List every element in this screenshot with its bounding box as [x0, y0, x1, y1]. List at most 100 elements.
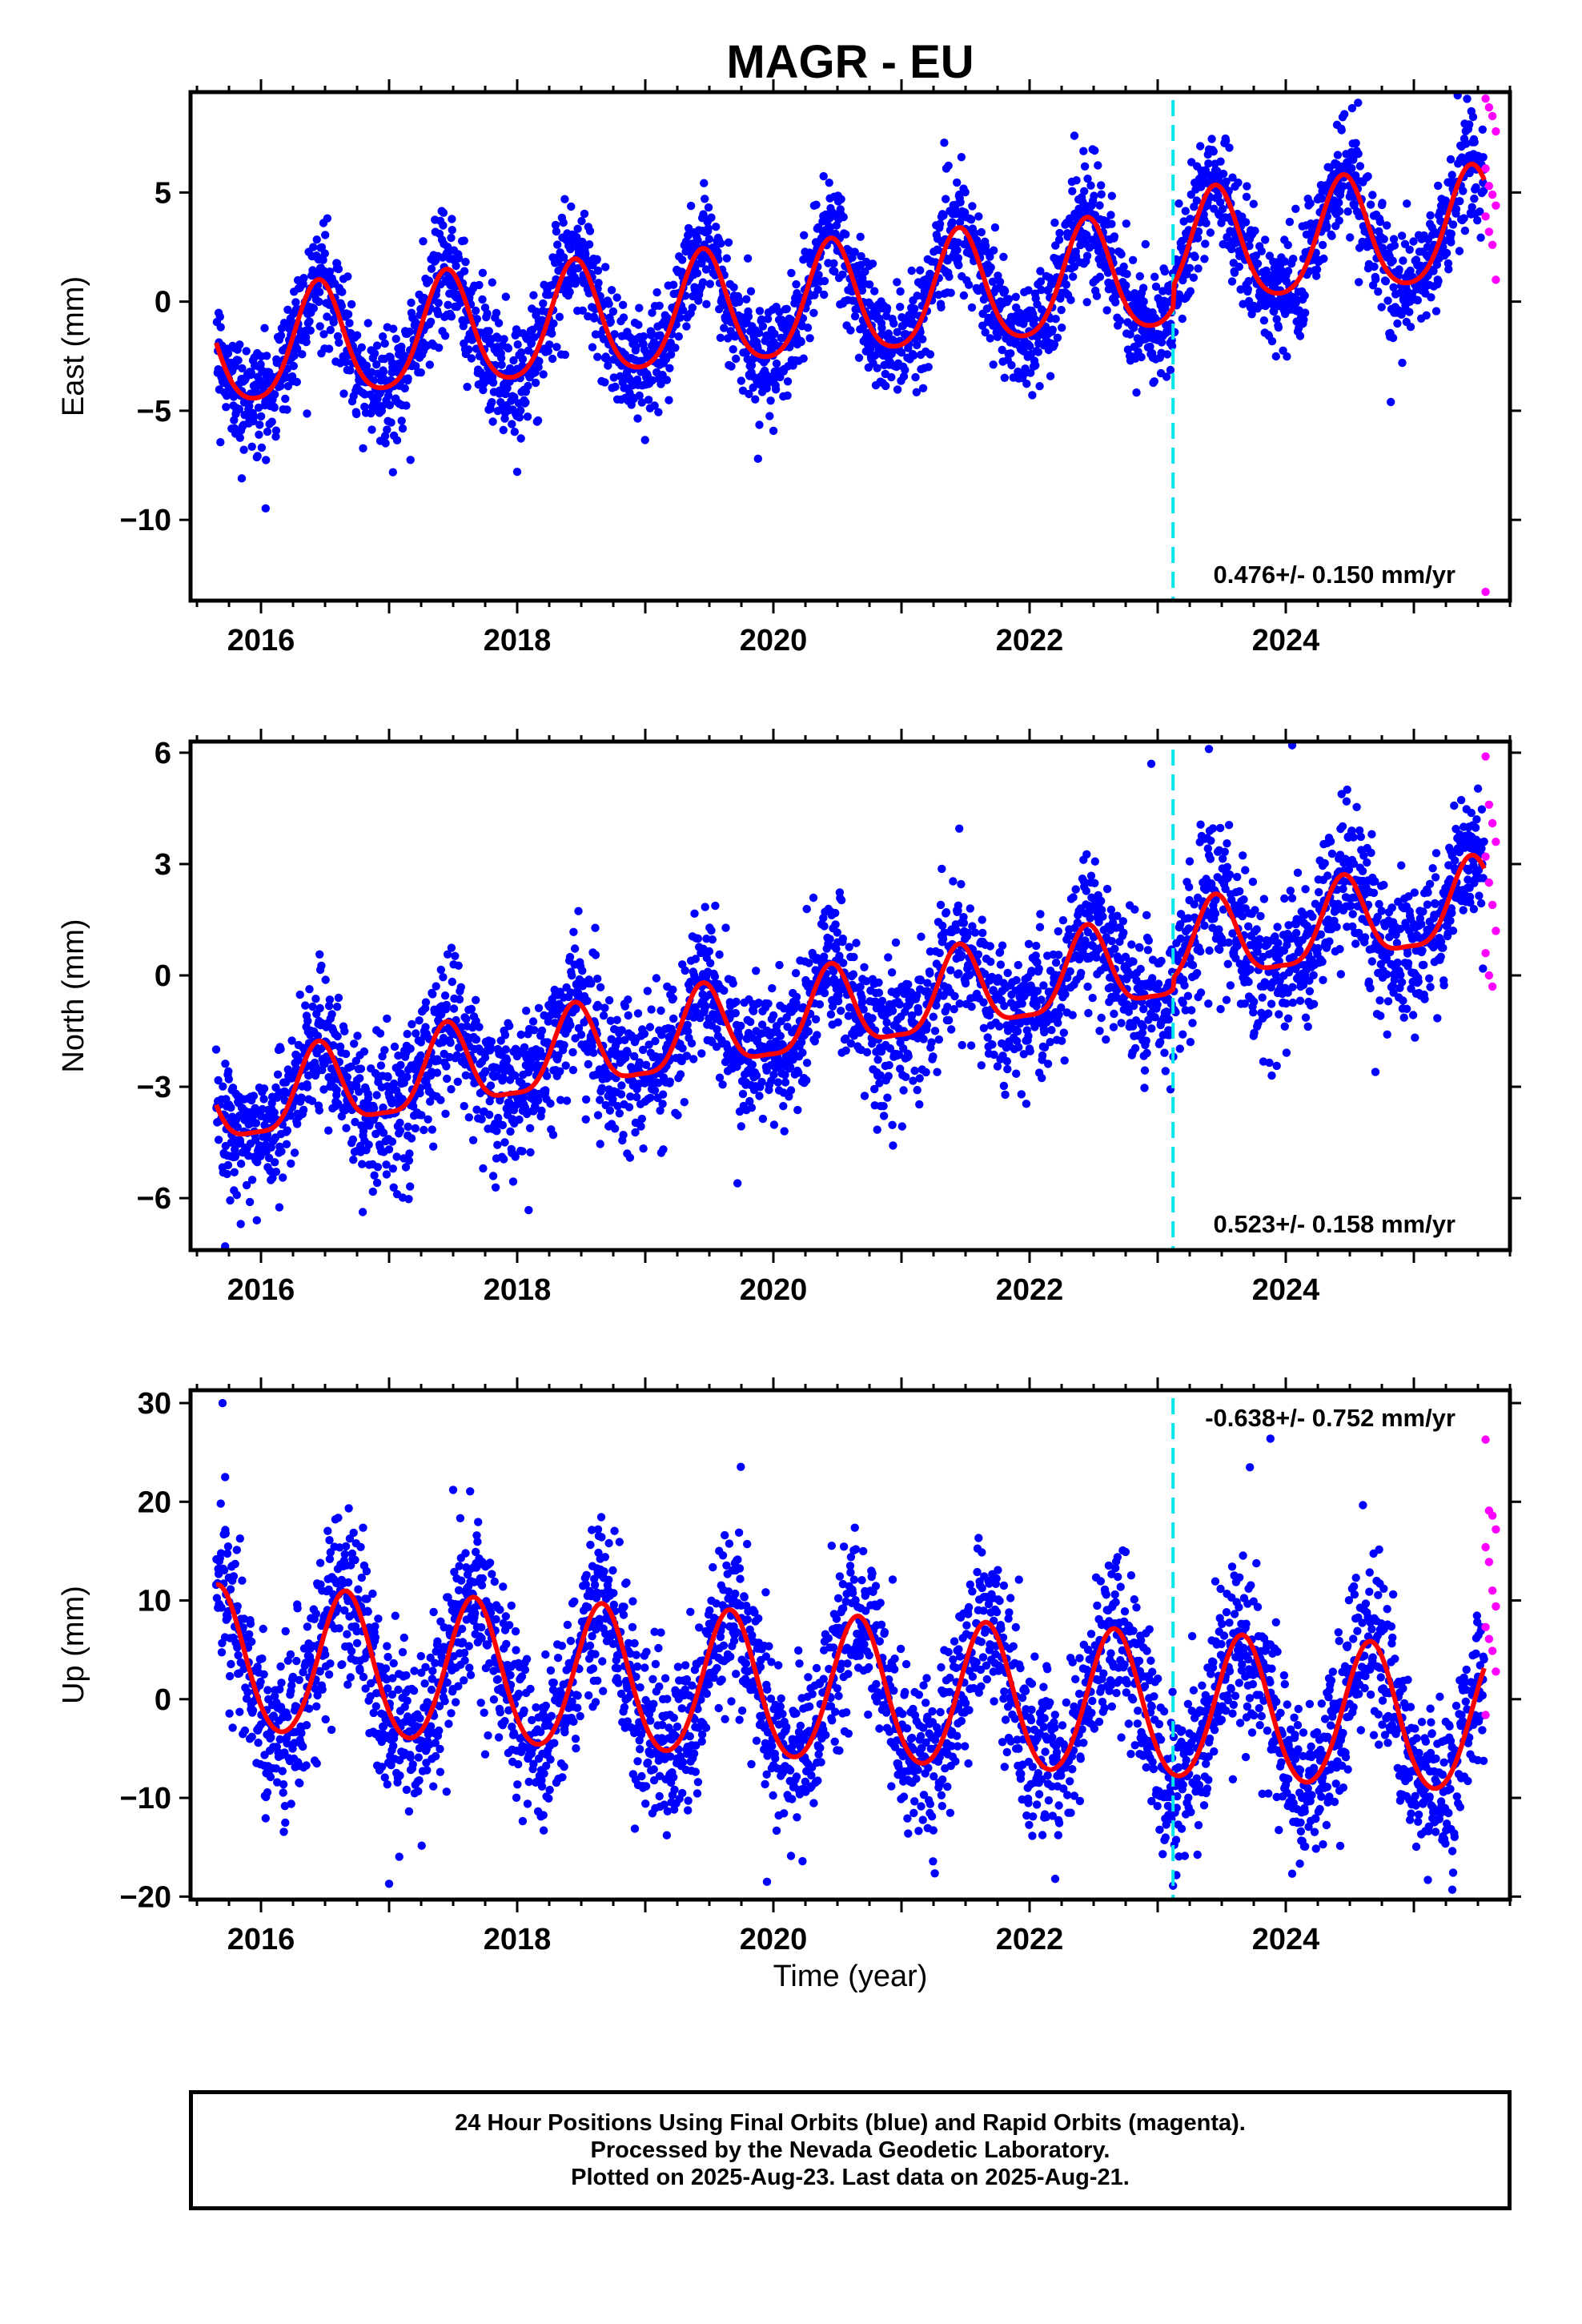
- daily-position-point: [1209, 147, 1219, 156]
- daily-position-point: [271, 432, 280, 441]
- daily-position-point: [355, 1088, 363, 1096]
- daily-position-point: [966, 215, 976, 224]
- daily-position-point: [680, 1098, 689, 1107]
- daily-position-point: [539, 299, 548, 308]
- daily-position-point: [589, 1048, 598, 1057]
- daily-position-point: [797, 337, 805, 347]
- daily-position-point: [1186, 287, 1195, 296]
- daily-position-point: [841, 230, 850, 239]
- daily-position-point: [264, 1153, 274, 1163]
- daily-position-point: [578, 967, 587, 975]
- daily-position-point: [342, 1124, 351, 1132]
- daily-position-point: [607, 1035, 616, 1043]
- daily-position-point: [573, 263, 583, 273]
- daily-position-point: [591, 951, 600, 959]
- daily-position-point: [329, 318, 338, 327]
- daily-position-point: [262, 352, 271, 360]
- daily-position-point: [1193, 234, 1203, 243]
- daily-position-point: [315, 322, 324, 331]
- daily-position-point: [782, 1013, 791, 1022]
- daily-position-point: [600, 1003, 609, 1012]
- rapid-position-point: [1488, 111, 1497, 121]
- daily-position-point: [379, 1128, 388, 1137]
- daily-position-point: [803, 324, 813, 332]
- daily-position-point: [324, 1001, 334, 1011]
- daily-position-point: [454, 961, 463, 971]
- x-tick-label: 2020: [740, 624, 808, 657]
- daily-position-point: [1062, 280, 1071, 289]
- daily-position-point: [698, 278, 708, 287]
- daily-position-point: [355, 1074, 364, 1083]
- daily-position-point: [956, 198, 965, 207]
- daily-position-point: [1194, 227, 1203, 236]
- daily-position-point: [381, 439, 390, 448]
- daily-position-point: [479, 1164, 488, 1173]
- daily-position-point: [651, 1036, 660, 1046]
- daily-position-point: [1470, 138, 1479, 147]
- daily-position-point: [707, 926, 716, 935]
- daily-position-point: [663, 313, 672, 322]
- daily-position-point: [990, 246, 998, 255]
- daily-position-point: [1395, 288, 1405, 297]
- daily-position-point: [286, 1112, 295, 1120]
- daily-position-point: [602, 354, 611, 364]
- daily-position-point: [373, 1163, 383, 1172]
- daily-position-point: [636, 1122, 645, 1131]
- daily-position-point: [432, 982, 440, 991]
- daily-position-point: [548, 354, 557, 364]
- x-tick-label: 2022: [996, 624, 1064, 657]
- daily-position-point: [1083, 175, 1092, 183]
- daily-position-point: [416, 1038, 425, 1047]
- daily-position-point: [613, 1102, 622, 1111]
- daily-position-point: [515, 1115, 524, 1124]
- daily-position-point: [844, 1011, 853, 1020]
- daily-position-point: [404, 1122, 412, 1132]
- daily-position-point: [590, 314, 599, 323]
- daily-position-point: [819, 290, 829, 300]
- daily-position-point: [478, 268, 488, 277]
- daily-position-point: [560, 350, 570, 360]
- daily-position-point: [697, 257, 706, 266]
- daily-position-point: [1082, 251, 1092, 260]
- daily-position-point: [1117, 250, 1126, 259]
- daily-position-point: [1257, 247, 1267, 255]
- daily-position-point: [1194, 264, 1203, 273]
- daily-position-point: [916, 266, 925, 275]
- daily-position-point: [1473, 216, 1482, 225]
- daily-position-point: [593, 1111, 603, 1120]
- daily-position-point: [315, 287, 324, 296]
- daily-position-point: [1383, 296, 1392, 305]
- daily-position-point: [961, 187, 970, 197]
- daily-position-point: [214, 1136, 223, 1144]
- daily-position-point: [309, 243, 318, 251]
- daily-position-point: [1267, 293, 1275, 303]
- daily-position-point: [729, 345, 737, 354]
- daily-position-point: [338, 287, 347, 296]
- daily-position-point: [825, 935, 834, 943]
- daily-position-point: [820, 988, 829, 998]
- daily-position-point: [311, 995, 320, 1003]
- daily-position-point: [1271, 352, 1281, 361]
- daily-position-point: [559, 253, 568, 262]
- velocity-annotation: 0.476+/- 0.150 mm/yr: [1214, 561, 1456, 589]
- daily-position-point: [234, 356, 243, 365]
- daily-position-point: [1295, 332, 1305, 340]
- daily-position-point: [812, 200, 821, 209]
- daily-position-point: [521, 398, 530, 407]
- daily-position-point: [504, 1098, 513, 1107]
- daily-position-point: [372, 360, 381, 369]
- daily-position-point: [748, 1060, 757, 1069]
- daily-position-point: [556, 1067, 564, 1076]
- daily-position-point: [1479, 178, 1488, 187]
- daily-position-point: [615, 1109, 624, 1118]
- daily-position-point: [1036, 267, 1045, 275]
- daily-position-point: [913, 340, 921, 350]
- daily-position-point: [1037, 285, 1046, 295]
- daily-position-point: [499, 425, 508, 435]
- daily-position-point: [453, 1077, 462, 1087]
- daily-position-point: [757, 1020, 767, 1029]
- daily-position-point: [1034, 348, 1043, 356]
- daily-position-point: [464, 345, 473, 354]
